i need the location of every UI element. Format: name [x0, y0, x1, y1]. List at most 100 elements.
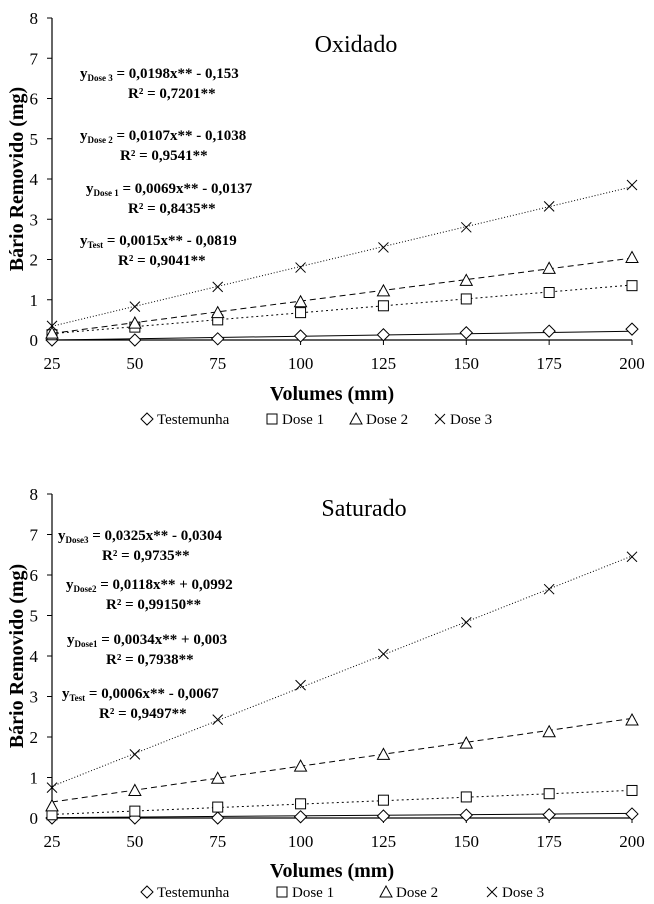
equation-y: y — [67, 632, 75, 648]
series-dose-1 — [46, 784, 638, 821]
data-point — [295, 679, 306, 691]
equation-body: = 0,0069x** - 0,0137 — [119, 181, 253, 197]
y-tick-label: 7 — [30, 49, 39, 68]
regression-equation: yDose 1 = 0,0069x** - 0,0137 — [86, 181, 253, 198]
data-point — [626, 551, 638, 563]
trend-line — [51, 812, 633, 819]
data-point — [295, 798, 307, 810]
data-point — [293, 810, 308, 824]
trend-line — [51, 555, 633, 787]
y-axis-title: Bário Removido (mg) — [6, 564, 28, 748]
equation-body: = 0,0015x** - 0,0819 — [103, 233, 237, 249]
data-point — [543, 201, 555, 212]
data-point-stroke-b — [212, 714, 224, 725]
y-tick-label: 1 — [30, 291, 39, 310]
data-point-stroke-b — [460, 617, 472, 628]
y-axis-title: Bário Removido (mg) — [6, 87, 28, 271]
data-point — [376, 328, 391, 342]
data-point — [377, 300, 389, 312]
data-point — [129, 805, 141, 817]
data-point — [376, 809, 391, 823]
data-point — [211, 332, 225, 346]
data-point — [46, 782, 58, 793]
chart-title: Saturado — [321, 496, 406, 522]
y-tick-label: 7 — [30, 526, 39, 545]
y-tick-label: 2 — [30, 251, 39, 270]
legend-label: Dose 3 — [502, 885, 544, 901]
legend-label: Testemunha — [157, 412, 230, 428]
x-tick-label: 100 — [288, 832, 314, 851]
x-tick-label: 75 — [209, 832, 226, 851]
data-point — [376, 747, 391, 760]
data-point-stroke-b — [212, 281, 224, 293]
regression-equation: yDose1 = 0,0034x** + 0,003 — [67, 632, 227, 649]
data-point-stroke-b — [295, 262, 306, 273]
legend-item: Testemunha — [140, 412, 230, 428]
series-dose-3 — [46, 551, 638, 793]
data-point — [45, 326, 59, 339]
trend-line — [51, 257, 633, 334]
data-point — [543, 287, 555, 299]
equation-y: y — [80, 128, 88, 144]
x-tick-label: 50 — [126, 354, 143, 373]
x-tick-label: 150 — [454, 832, 480, 851]
r-squared: R² = 0,9041** — [118, 253, 206, 269]
x-tick-label: 75 — [209, 354, 226, 373]
equation-subscript: Test — [70, 693, 86, 703]
data-point-stroke-b — [46, 782, 58, 793]
y-tick-label: 1 — [30, 769, 39, 788]
regression-equation: yDose 3 = 0,0198x** - 0,153 — [80, 66, 239, 83]
data-point — [459, 273, 474, 286]
equation-y: y — [58, 528, 66, 544]
legend-marker — [276, 886, 288, 898]
equation-y: y — [80, 66, 88, 82]
data-point — [542, 808, 556, 822]
r-squared: R² = 0,7201** — [128, 86, 216, 102]
data-point — [543, 788, 555, 800]
data-point — [460, 221, 472, 233]
data-point — [45, 798, 59, 812]
equation-subscript: Dose 1 — [94, 188, 120, 198]
equation-body: = 0,0034x** + 0,003 — [98, 632, 228, 648]
equation-y: y — [66, 577, 74, 593]
data-point — [128, 316, 142, 329]
equation-subscript: Dose1 — [75, 639, 98, 649]
y-tick-label: 0 — [30, 809, 39, 828]
x-tick-label: 150 — [454, 354, 480, 373]
legend-marker — [140, 412, 154, 426]
equation-body: = 0,0107x** - 0,1038 — [113, 128, 247, 144]
series-dose-2 — [45, 250, 639, 339]
series-dose-3 — [46, 179, 638, 332]
legend-item: Testemunha — [140, 885, 230, 901]
equation-subscript: Dose 3 — [88, 73, 114, 83]
legend-marker-stroke-b — [486, 886, 498, 898]
data-point — [625, 712, 639, 726]
data-point — [129, 301, 141, 312]
data-point-stroke-b — [129, 749, 141, 760]
data-point — [542, 261, 556, 274]
data-point — [377, 794, 389, 806]
x-tick-label: 200 — [619, 354, 645, 373]
data-point — [46, 320, 58, 332]
data-point — [543, 583, 555, 595]
y-tick-label: 2 — [30, 728, 39, 747]
equation-body: = 0,0325x** - 0,0304 — [89, 528, 223, 544]
equation-body: = 0,0118x** + 0,0992 — [97, 577, 233, 593]
data-point — [542, 324, 556, 338]
chart-1: 0 1 2 3 4 5 6 7 8 25 50 75 100 125 150 175 200 Saturado Vo… — [6, 485, 645, 901]
y-tick-label: 8 — [30, 485, 39, 504]
data-point-stroke-b — [378, 242, 389, 253]
data-point-stroke-b — [378, 648, 389, 660]
r-squared: R² = 0,7938** — [106, 652, 194, 668]
legend-label: Dose 1 — [292, 885, 334, 901]
x-axis-title: Volumes (mm) — [270, 383, 394, 405]
regression-equation: yTest = 0,0006x** - 0,0067 — [62, 686, 219, 703]
x-tick-label: 25 — [44, 832, 61, 851]
data-point — [460, 791, 472, 803]
equation-body: = 0,0006x** - 0,0067 — [85, 686, 219, 702]
data-point — [295, 262, 306, 273]
data-point — [626, 280, 638, 292]
data-point — [625, 322, 639, 336]
